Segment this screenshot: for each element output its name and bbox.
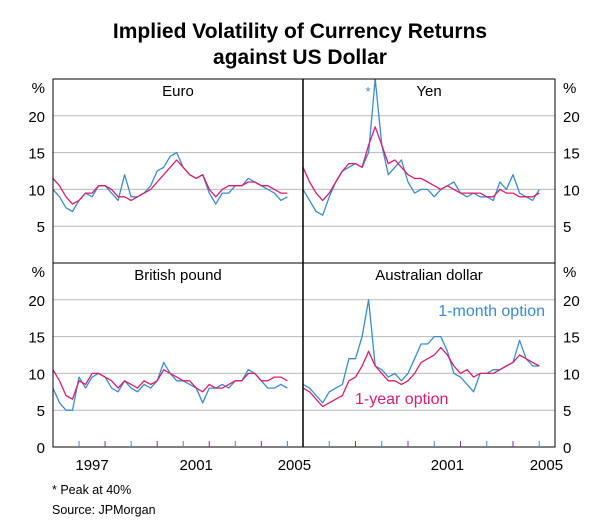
y-tick-label: 5: [563, 403, 571, 420]
one-month-option-label: 1-month option: [438, 303, 545, 320]
panel-title: Euro: [162, 83, 194, 100]
y-unit-label: %: [563, 264, 576, 281]
one-year-line-euro: [52, 159, 288, 205]
y-tick-label: 15: [28, 146, 45, 163]
y-tick-label: 15: [28, 330, 45, 347]
panel-title: Australian dollar: [375, 267, 483, 284]
one-year-line-british-pound: [52, 369, 288, 400]
y-tick-label: 20: [28, 109, 45, 126]
y-tick-label: 5: [563, 219, 571, 236]
x-tick-label: 2005: [530, 457, 563, 474]
chart-title-line-2: against US Dollar: [213, 46, 387, 69]
peak-marker: *: [365, 84, 370, 99]
one-year-option-label: 1-year option: [355, 391, 448, 408]
x-tick-label: 2001: [180, 457, 213, 474]
y-tick-label: 15: [563, 330, 580, 347]
y-unit-label: %: [32, 80, 45, 97]
y-tick-label: 5: [37, 403, 45, 420]
source: Source: JPMorgan: [52, 503, 156, 517]
one-month-line-british-pound: [52, 361, 288, 411]
panel-title: British pound: [134, 267, 222, 284]
y-tick-label: 15: [563, 146, 580, 163]
y-tick-label: 20: [563, 109, 580, 126]
y-tick-label: 20: [28, 293, 45, 310]
x-tick-label: 2005: [278, 457, 311, 474]
y-unit-label: %: [32, 264, 45, 281]
y-tick-label: 10: [563, 366, 580, 383]
one-month-line-euro: [52, 151, 288, 213]
panel-title: Yen: [416, 83, 441, 100]
y-unit-label: %: [563, 80, 576, 97]
x-tick-label: 2001: [431, 457, 464, 474]
y-tick-label: 10: [28, 182, 45, 199]
y-tick-label: 10: [563, 182, 580, 199]
footnote: * Peak at 40%: [52, 483, 131, 497]
one-year-line-australian-dollar: [302, 346, 540, 408]
y-tick-label: 20: [563, 293, 580, 310]
one-year-line-yen: [302, 126, 540, 202]
x-tick-label: 1997: [75, 457, 108, 474]
y-tick-label: 0: [563, 440, 571, 457]
y-tick-label: 0: [37, 440, 45, 457]
chart-title-line-1: Implied Volatility of Currency Returns: [113, 20, 487, 43]
y-tick-label: 10: [28, 366, 45, 383]
y-tick-label: 5: [37, 219, 45, 236]
